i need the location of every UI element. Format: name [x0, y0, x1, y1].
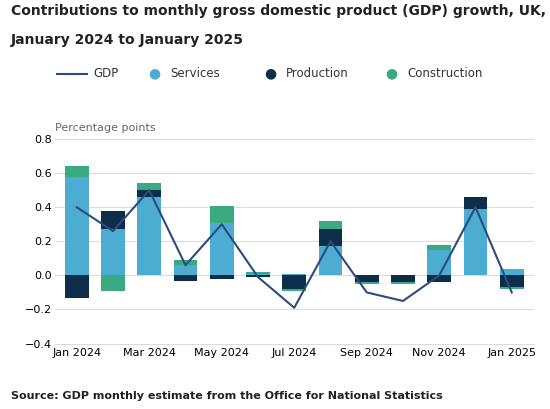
Bar [101, 275, 125, 291]
Bar [246, 272, 270, 274]
Bar [138, 190, 161, 197]
Bar [318, 221, 342, 229]
Bar [210, 275, 234, 279]
Bar [355, 275, 378, 282]
Text: ●: ● [148, 67, 161, 81]
Bar [391, 275, 415, 282]
Bar [246, 274, 270, 275]
Bar [318, 229, 342, 246]
Text: GDP: GDP [94, 67, 119, 80]
Bar [101, 211, 125, 229]
Bar [427, 275, 451, 282]
Bar [65, 177, 89, 275]
Bar [210, 222, 234, 275]
Bar [464, 197, 487, 209]
Bar [174, 275, 197, 281]
Bar [138, 197, 161, 275]
Text: Services: Services [170, 67, 220, 80]
Bar [210, 205, 234, 222]
Bar [283, 274, 306, 275]
Bar [283, 275, 306, 289]
Bar [65, 166, 89, 177]
Bar [246, 275, 270, 277]
Bar [283, 289, 306, 291]
Bar [174, 260, 197, 265]
Bar [500, 275, 524, 288]
Text: Source: GDP monthly estimate from the Office for National Statistics: Source: GDP monthly estimate from the Of… [11, 391, 443, 401]
Text: ●: ● [264, 67, 276, 81]
Bar [138, 183, 161, 190]
Text: Production: Production [286, 67, 349, 80]
Text: Construction: Construction [407, 67, 482, 80]
Bar [174, 265, 197, 275]
Bar [500, 288, 524, 289]
Bar [427, 245, 451, 250]
Bar [101, 229, 125, 275]
Bar [318, 246, 342, 275]
Text: Percentage points: Percentage points [55, 123, 156, 133]
Bar [355, 282, 378, 284]
Bar [65, 275, 89, 298]
Bar [391, 282, 415, 284]
Bar [427, 250, 451, 275]
Bar [464, 209, 487, 275]
Text: ●: ● [385, 67, 397, 81]
Text: Contributions to monthly gross domestic product (GDP) growth, UK,: Contributions to monthly gross domestic … [11, 4, 546, 18]
Bar [500, 269, 524, 275]
Text: January 2024 to January 2025: January 2024 to January 2025 [11, 33, 244, 47]
